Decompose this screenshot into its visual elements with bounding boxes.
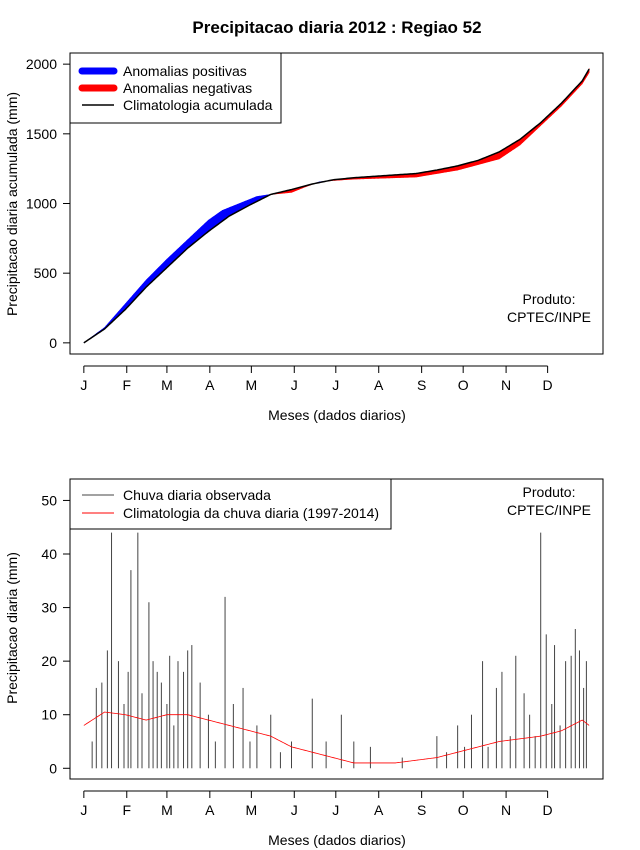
top-panel: 0 500 1000 1500 2000 J F M A M J J A S O N D Meses (dad… [4, 52, 604, 423]
bottom-legend-box [69, 478, 392, 530]
top-x-tick-label-9: O [458, 377, 469, 393]
bot-y-tick-label-5: 50 [41, 492, 57, 508]
top-y-axis-label: Precipitacao diaria acumulada (mm) [4, 92, 20, 316]
top-y-tick-label-2: 1000 [26, 196, 57, 212]
bot-x-tick-label-3: A [205, 802, 215, 818]
top-x-axis-label: Meses (dados diarios) [268, 407, 406, 423]
climatology-daily-line [83, 711, 590, 764]
bottom-product-label: Produto: [523, 484, 576, 500]
bot-y-tick-label-2: 20 [41, 653, 57, 669]
top-x-tick-label-7: A [374, 377, 384, 393]
bottom-legend: Chuva diaria observada Climatologia da c… [69, 478, 392, 530]
top-x-tick-label-2: M [161, 377, 173, 393]
bot-y-tick-label-4: 40 [41, 546, 57, 562]
bot-x-tick-label-9: O [458, 802, 469, 818]
bot-x-tick-label-8: S [417, 802, 426, 818]
bottom-y-axis: 0 10 20 30 40 50 [41, 492, 70, 776]
bot-y-tick-label-0: 0 [49, 760, 57, 776]
legend-label-positive: Anomalias positivas [123, 63, 247, 79]
legend-label-observed: Chuva diaria observada [123, 487, 271, 503]
bot-x-tick-label-2: M [161, 802, 173, 818]
top-y-tick-label-1: 500 [34, 265, 58, 281]
top-y-tick-label-4: 2000 [26, 56, 57, 72]
bot-x-tick-label-5: J [291, 802, 298, 818]
top-x-tick-label-5: J [291, 377, 298, 393]
top-x-tick-label-6: J [332, 377, 339, 393]
top-x-tick-label-8: S [417, 377, 426, 393]
bottom-x-axis-label: Meses (dados diarios) [268, 832, 406, 848]
top-y-axis: 0 500 1000 1500 2000 [26, 56, 70, 351]
top-x-tick-label-1: F [122, 377, 131, 393]
figure-title: Precipitacao diaria 2012 : Regiao 52 [192, 18, 481, 37]
bot-y-tick-label-3: 30 [41, 600, 57, 616]
bot-y-tick-label-1: 10 [41, 707, 57, 723]
bot-x-tick-label-11: D [543, 802, 553, 818]
climatology-cumulative-line [83, 68, 590, 344]
top-x-tick-label-11: D [543, 377, 553, 393]
bot-x-tick-label-7: A [374, 802, 384, 818]
bot-x-tick-label-0: J [80, 802, 87, 818]
top-x-tick-label-4: M [246, 377, 258, 393]
legend-label-climatology-daily: Climatologia da chuva diaria (1997-2014) [123, 505, 379, 521]
top-x-tick-label-10: N [501, 377, 511, 393]
bot-x-tick-label-6: J [332, 802, 339, 818]
top-x-tick-label-0: J [80, 377, 87, 393]
top-product-source: CPTEC/INPE [507, 309, 591, 325]
bot-x-tick-label-1: F [122, 802, 131, 818]
bottom-panel: 0 10 20 30 40 50 J F M A M J J A S O N D Meses (dados di… [4, 478, 604, 848]
legend-label-negative: Anomalias negativas [123, 80, 252, 96]
top-x-tick-label-3: A [205, 377, 215, 393]
bot-x-tick-label-10: N [501, 802, 511, 818]
bottom-y-axis-label: Precipitacao diaria (mm) [4, 552, 20, 704]
top-y-tick-label-0: 0 [49, 335, 57, 351]
observed-daily-bars [91, 532, 587, 769]
bottom-product-source: CPTEC/INPE [507, 502, 591, 518]
bot-x-tick-label-4: M [246, 802, 258, 818]
top-y-tick-label-3: 1500 [26, 126, 57, 142]
legend-label-climatology: Climatologia acumulada [123, 97, 273, 113]
top-legend: Anomalias positivas Anomalias negativas … [69, 52, 282, 124]
top-product-label: Produto: [523, 291, 576, 307]
